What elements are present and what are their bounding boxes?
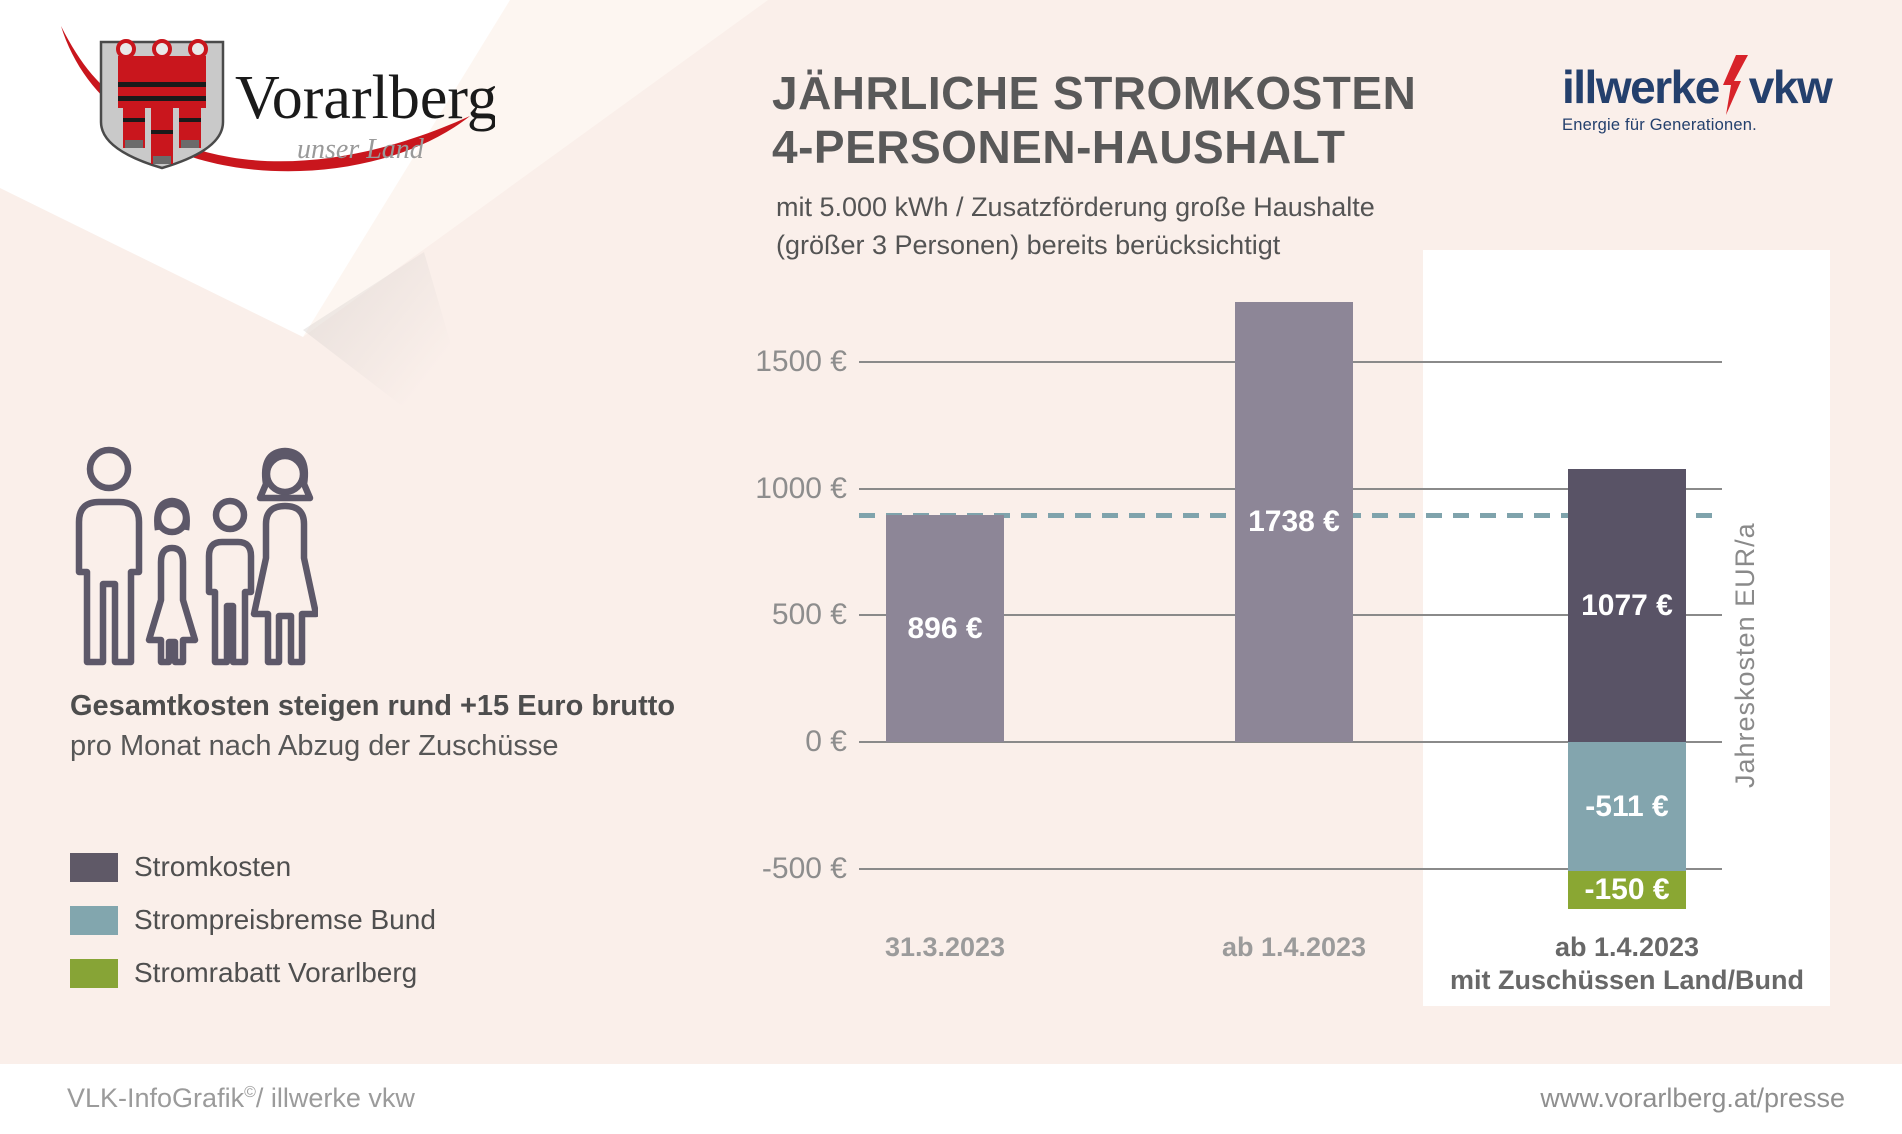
bar-segment-stromkosten: 1077 € — [1568, 469, 1686, 742]
x-category-label: 31.3.2023 — [735, 931, 1155, 964]
legend-swatch-stromkosten — [70, 852, 118, 882]
y-axis-unit-label: Jahreskosten EUR/a — [1730, 522, 1760, 788]
x-category-line: ab 1.4.2023 — [1554, 932, 1700, 962]
y-tick-label: -500 € — [761, 852, 847, 885]
copyright-symbol: © — [244, 1084, 256, 1101]
footer-credit-rest: / illwerke vkw — [255, 1083, 415, 1113]
page-title: JÄHRLICHE STROMKOSTEN 4-PERSONEN-HAUSHAL… — [772, 66, 1416, 174]
legend-item-stromkosten: Stromkosten — [70, 851, 436, 882]
footer-bar — [0, 1064, 1902, 1134]
vorarlberg-wordmark: Vorarlberg — [235, 64, 495, 132]
x-category-line: ab 1.4.2023 — [1221, 932, 1367, 962]
bar-segment-strompreisbremse-bund: -511 € — [1568, 742, 1686, 871]
title-line-1: JÄHRLICHE STROMKOSTEN — [772, 67, 1417, 119]
vorarlberg-tagline: unser Land — [297, 134, 425, 165]
page-subtitle: mit 5.000 kWh / Zusatzförderung große Ha… — [776, 188, 1375, 264]
legend-item-strompreisbremse-bund: Strompreisbremse Bund — [70, 904, 436, 935]
family-icon — [75, 446, 318, 666]
legend-label: Strompreisbremse Bund — [134, 904, 436, 935]
footer-credit-name: VLK-InfoGrafik — [67, 1083, 245, 1113]
y-tick-label: 1500 € — [755, 345, 847, 378]
legend-item-stromrabatt-vorarlberg: Stromrabatt Vorarlberg — [70, 957, 436, 988]
vorarlberg-logo: Vorarlberg unser Land — [61, 26, 495, 172]
bar-value-label: -511 € — [1585, 789, 1669, 823]
x-category-line: mit Zuschüssen Land/Bund — [1449, 965, 1805, 995]
vorarlberg-crest-icon — [99, 39, 225, 170]
lightning-bolt-icon — [1722, 55, 1748, 115]
subtitle-line-2: (größer 3 Personen) bereits berücksichti… — [776, 230, 1281, 260]
summary-note: Gesamtkosten steigen rund +15 Euro brutt… — [70, 686, 675, 766]
legend-label: Stromrabatt Vorarlberg — [134, 957, 418, 988]
bar-value-label: -150 € — [1584, 873, 1670, 906]
illwerke-word: illwerke — [1562, 61, 1720, 113]
summary-note-regular: pro Monat nach Abzug der Zuschüsse — [70, 730, 559, 762]
gridline--500 — [859, 868, 1722, 870]
footer-credit: VLK-InfoGrafik©/ illwerke vkw — [67, 1083, 415, 1114]
vorarlberg-swoosh-bottom-icon — [159, 116, 470, 172]
x-category-line: 31.3.2023 — [884, 932, 1006, 962]
illwerke-tagline: Energie für Generationen. — [1562, 116, 1757, 134]
legend-label: Stromkosten — [134, 851, 292, 882]
legend-swatch-stromrabatt — [70, 958, 118, 988]
x-category-label: ab 1.4.2023 mit Zuschüssen Land/Bund — [1417, 931, 1837, 997]
bar-value-label: 1077 € — [1581, 588, 1673, 622]
title-line-2: 4-PERSONEN-HAUSHALT — [772, 121, 1346, 173]
bar-segment-stromkosten: 1738 € — [1235, 302, 1353, 742]
x-category-label: ab 1.4.2023 — [1084, 931, 1504, 964]
legend-swatch-strompreisbremse — [70, 905, 118, 935]
subtitle-line-1: mit 5.000 kWh / Zusatzförderung große Ha… — [776, 192, 1375, 222]
illwerke-vkw-logo: illwerke vkw Energie für Generationen. — [1562, 55, 1882, 135]
summary-note-bold: Gesamtkosten steigen rund +15 Euro brutt… — [70, 690, 676, 722]
bar-value-label: 896 € — [907, 611, 983, 645]
chart-legend: Stromkosten Strompreisbremse Bund Stromr… — [70, 851, 436, 1011]
y-tick-label: 0 € — [805, 725, 847, 758]
footer-url: www.vorarlberg.at/presse — [1540, 1083, 1845, 1113]
gridline-0 — [859, 741, 1722, 743]
bar-segment-stromrabatt-vorarlberg: -150 € — [1568, 871, 1686, 909]
y-tick-label: 1000 € — [755, 472, 847, 505]
y-tick-label: 500 € — [771, 598, 847, 631]
bar-segment-stromkosten: 896 € — [886, 515, 1004, 742]
bar-value-label: 1738 € — [1248, 505, 1340, 538]
vkw-word: vkw — [1748, 61, 1833, 113]
